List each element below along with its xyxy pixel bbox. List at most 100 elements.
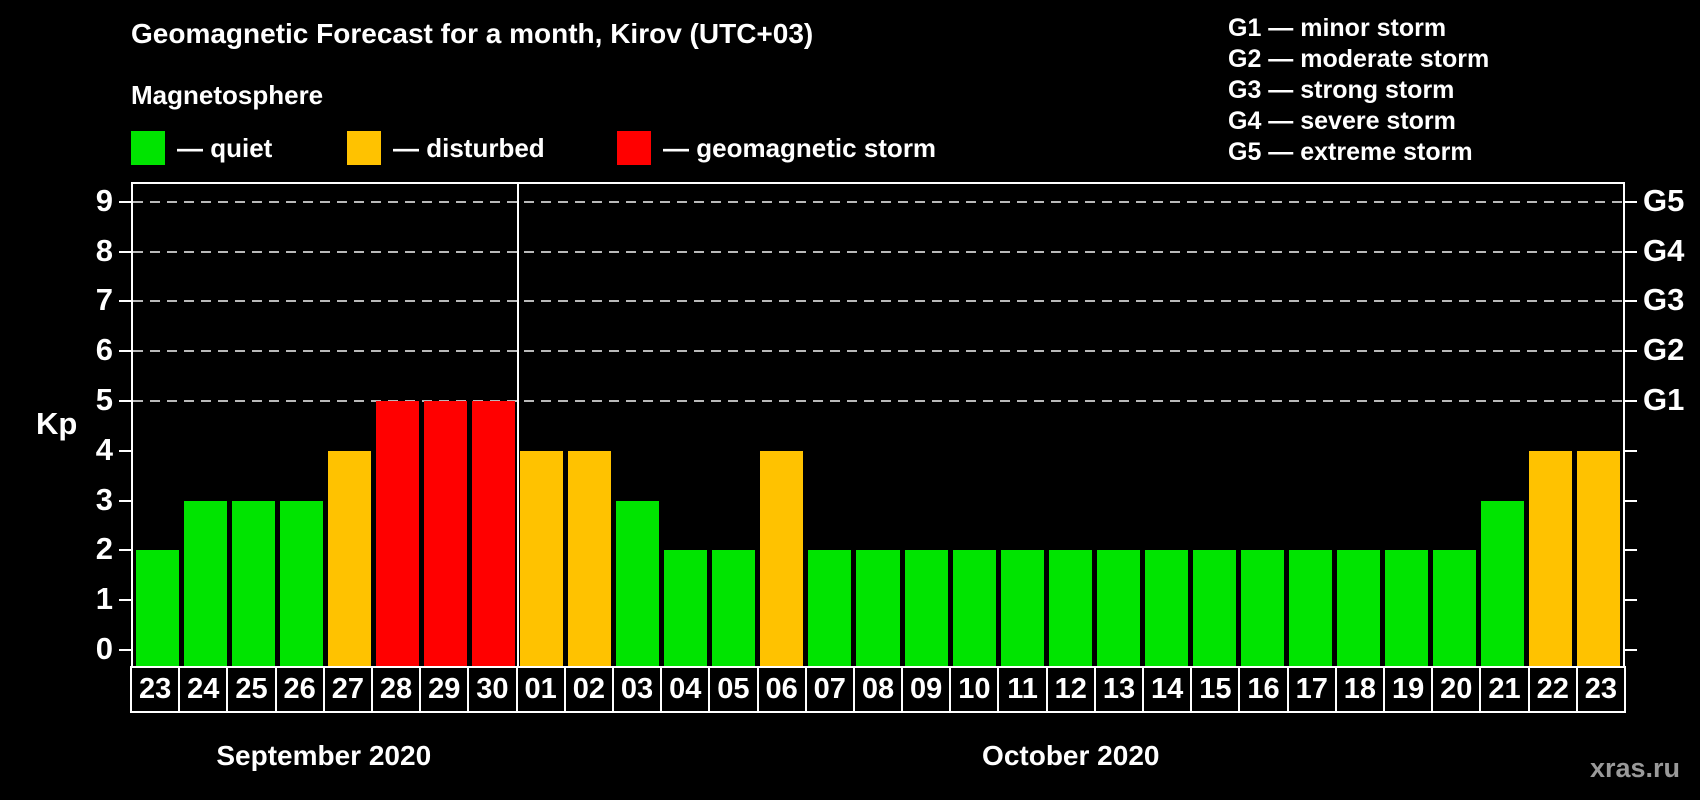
date-cell: 23	[1575, 666, 1626, 713]
kp-bar	[952, 550, 996, 666]
legend-label-disturbed: — disturbed	[393, 132, 545, 163]
y-axis-tick	[119, 449, 132, 452]
date-cell: 02	[563, 666, 614, 713]
y-axis-tick	[119, 300, 132, 303]
date-cell: 24	[178, 666, 229, 713]
kp-bar	[1577, 450, 1621, 666]
legend-label-storm: — geomagnetic storm	[663, 132, 937, 163]
kp-bar	[327, 450, 371, 666]
date-cell: 12	[1045, 666, 1096, 713]
legend-item-quiet: — quiet	[131, 131, 272, 165]
kp-bar	[1144, 550, 1188, 666]
y-axis-tick	[119, 549, 132, 552]
kp-bar	[375, 401, 419, 666]
month-label-october: October 2020	[982, 740, 1160, 771]
kp-bar	[1529, 450, 1573, 666]
kp-gridline	[133, 350, 1623, 353]
month-label-september: September 2020	[216, 740, 432, 771]
y-tick-label: 3	[95, 481, 113, 517]
quiet-color-swatch-icon	[131, 131, 165, 165]
date-cell: 09	[901, 666, 952, 713]
y-axis-tick	[119, 400, 132, 402]
kp-bar	[808, 550, 852, 666]
kp-bar	[183, 500, 227, 666]
page-title: Geomagnetic Forecast for a month, Kirov …	[131, 18, 814, 49]
y-axis-tick	[119, 649, 132, 651]
legend-item-storm: — geomagnetic storm	[617, 131, 936, 165]
date-cell: 15	[1190, 666, 1241, 713]
g-scale-legend-line: G2 — moderate storm	[1228, 45, 1490, 73]
right-axis-tick	[1624, 449, 1637, 452]
kp-bar	[1385, 550, 1429, 666]
chart-subtitle: Magnetosphere	[131, 80, 324, 110]
y-axis-title: Kp	[36, 406, 78, 441]
y-axis-tick	[119, 250, 132, 253]
y-axis-tick	[119, 200, 132, 203]
g-scale-legend-line: G4 — severe storm	[1228, 107, 1456, 135]
g-tick-label: G4	[1643, 232, 1685, 268]
date-cell: 06	[756, 666, 807, 713]
kp-bar	[279, 500, 323, 666]
right-axis-tick	[1624, 200, 1637, 203]
kp-bar	[904, 550, 948, 666]
right-axis-tick	[1624, 599, 1637, 602]
date-cell: 26	[274, 666, 325, 713]
watermark: xras.ru	[1589, 753, 1680, 783]
y-tick-label: 9	[95, 182, 113, 218]
kp-gridline	[133, 300, 1623, 303]
date-cell: 20	[1431, 666, 1482, 713]
kp-bar	[1192, 550, 1236, 666]
y-tick-label: 2	[95, 531, 113, 567]
disturbed-color-swatch-icon	[347, 131, 381, 165]
date-cell: 25	[226, 666, 277, 713]
kp-bar	[616, 500, 660, 666]
right-axis-tick	[1624, 499, 1637, 502]
kp-bar	[1000, 550, 1044, 666]
g-tick-label: G1	[1643, 382, 1685, 417]
kp-bar	[471, 401, 515, 666]
legend-label-quiet: — quiet	[177, 132, 273, 163]
kp-bar	[423, 401, 467, 666]
kp-bar	[856, 550, 900, 666]
y-tick-label: 4	[95, 431, 113, 467]
date-cell: 04	[660, 666, 711, 713]
kp-bar	[1048, 550, 1092, 666]
g-scale-legend-line: G3 — strong storm	[1228, 76, 1455, 104]
y-tick-label: 7	[95, 282, 113, 318]
month-separator-line	[516, 184, 519, 666]
y-tick-label: 0	[95, 631, 113, 666]
y-tick-label: 6	[95, 332, 113, 368]
date-cell: 07	[804, 666, 855, 713]
date-cell: 16	[1238, 666, 1289, 713]
y-axis-tick	[119, 599, 132, 602]
legend-item-disturbed: — disturbed	[347, 131, 545, 165]
kp-bar	[231, 500, 275, 666]
g-tick-label: G3	[1643, 282, 1685, 318]
date-cell: 13	[1093, 666, 1145, 713]
y-tick-label: 8	[95, 232, 113, 268]
date-cell: 18	[1334, 666, 1386, 713]
storm-color-swatch-icon	[617, 131, 651, 165]
kp-bar	[1096, 550, 1140, 666]
kp-gridline	[133, 200, 1623, 203]
date-cell: 11	[997, 666, 1048, 713]
right-axis-tick	[1624, 400, 1637, 402]
date-cell: 19	[1383, 666, 1434, 713]
y-axis-tick	[119, 350, 132, 353]
date-cell: 08	[852, 666, 904, 713]
date-cell: 28	[370, 666, 422, 713]
kp-gridline	[133, 250, 1623, 253]
kp-bar	[760, 450, 804, 666]
date-cell: 21	[1479, 666, 1530, 713]
date-cell: 23	[130, 666, 181, 713]
g-tick-label: G2	[1643, 332, 1685, 368]
date-cell: 27	[322, 666, 373, 713]
kp-bar	[1337, 550, 1381, 666]
date-cell: 03	[611, 666, 663, 713]
date-cell: 14	[1142, 666, 1193, 713]
right-axis-tick	[1624, 649, 1637, 651]
right-axis-tick	[1624, 350, 1637, 353]
g-scale-legend-line: G1 — minor storm	[1228, 14, 1447, 42]
y-axis-tick	[119, 499, 132, 502]
